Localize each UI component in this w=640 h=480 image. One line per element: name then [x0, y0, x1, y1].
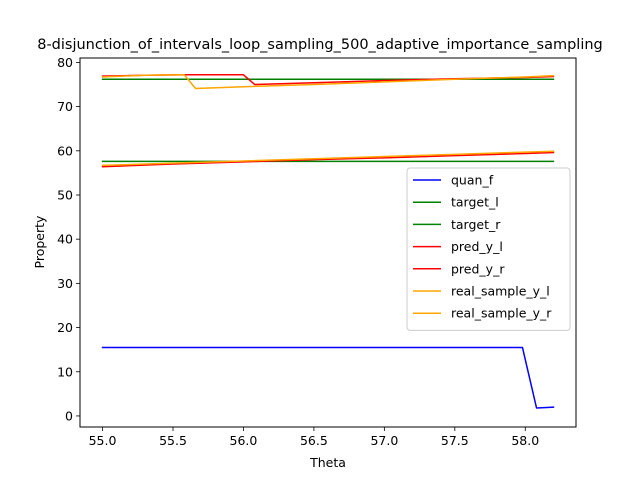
- legend-label: quan_f: [451, 173, 494, 188]
- series-line-pred-y-l: [101, 151, 555, 168]
- series-line-quan-f: [101, 346, 555, 409]
- x-tick-label: 57.0: [370, 433, 398, 448]
- legend-label: real_sample_y_r: [451, 306, 552, 321]
- x-tick-label: 56.5: [300, 433, 328, 448]
- y-tick-label: 20: [57, 320, 73, 335]
- series-layer: [101, 74, 555, 409]
- legend-label: target_r: [451, 217, 501, 232]
- y-tick-label: 0: [65, 408, 73, 423]
- y-axis: 0 10 20 30 40 50 60 70 80: [57, 55, 80, 423]
- legend-label: target_l: [451, 195, 499, 210]
- y-tick-label: 70: [57, 99, 73, 114]
- legend-label: pred_y_l: [451, 239, 503, 254]
- x-tick-label: 56.0: [230, 433, 258, 448]
- x-axis: 55.0 55.5 56.0 56.5 57.0 57.5 58.0: [89, 427, 539, 448]
- y-tick-label: 60: [57, 143, 73, 158]
- y-tick-label: 30: [57, 276, 73, 291]
- y-axis-label: Property: [32, 215, 47, 268]
- y-tick-label: 10: [57, 364, 73, 379]
- legend-box: [406, 167, 571, 331]
- y-tick-label: 80: [57, 55, 73, 70]
- x-tick-label: 55.5: [159, 433, 187, 448]
- chart-title: 8-disjunction_of_intervals_loop_sampling…: [37, 37, 603, 53]
- legend-label: real_sample_y_l: [451, 284, 550, 299]
- series-line-real-sample-y-l: [101, 150, 555, 167]
- plot-area-frame: [79, 57, 577, 428]
- x-tick-label: 55.0: [89, 433, 117, 448]
- x-axis-label: Theta: [309, 455, 346, 470]
- y-tick-label: 40: [57, 232, 73, 247]
- x-tick-label: 57.5: [441, 433, 469, 448]
- series-line-real-sample-y-r: [101, 74, 555, 90]
- y-tick-label: 50: [57, 187, 73, 202]
- x-tick-label: 58.0: [511, 433, 539, 448]
- legend-label: pred_y_r: [451, 261, 505, 276]
- legend: quan_f target_l target_r pred_y_l pred_y_rre…: [406, 167, 571, 331]
